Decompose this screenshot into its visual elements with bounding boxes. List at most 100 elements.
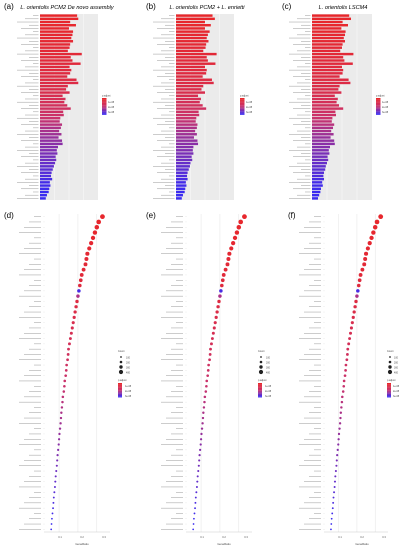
panel-a-bar-5 — [40, 27, 69, 30]
panel-f-dot-19 — [352, 310, 356, 314]
panel-d-dot-43 — [57, 438, 61, 441]
panel-f-dot-9 — [363, 257, 368, 262]
panel-f-dot-52 — [333, 485, 336, 488]
panel-f-color-legend-segment — [387, 385, 391, 387]
panel-e-dot-49 — [197, 470, 200, 473]
panel-c-bar-14 — [312, 56, 344, 59]
panel-b-bar-7 — [176, 33, 208, 37]
panel-d-dot-48 — [55, 464, 58, 467]
panel-b-bar-11 — [176, 46, 206, 49]
panel-e-dot-37 — [202, 406, 206, 409]
panel-f-dot-20 — [351, 315, 355, 319]
panel-a-title: L. orientolis PCM2 De novo assembly — [20, 5, 114, 11]
panel-d-dot-27 — [66, 353, 70, 356]
panel-b-bar-13 — [176, 52, 217, 56]
panel-f-dot-40 — [338, 422, 342, 425]
panel-f-dot-22 — [349, 326, 353, 330]
panel-a-legend-colorbar-segment — [102, 101, 107, 103]
panel-e-dot-59 — [192, 523, 195, 525]
panel-e-dot-8 — [227, 251, 232, 256]
panel-d-dot-55 — [52, 501, 55, 504]
panel-d-dot-53 — [53, 491, 56, 494]
panel-a-legend-colorbar-segment — [102, 113, 107, 115]
panel-b-title: L. orientolis PCM2 + L. enrietti — [169, 5, 245, 11]
panel-d-dot-45 — [57, 448, 60, 451]
panel-e-color-legend-segment — [258, 392, 262, 394]
panel-c-legend-colorbar-segment — [376, 105, 381, 107]
panel-c-bar-26 — [312, 94, 335, 97]
panel-a-bar-50 — [40, 171, 52, 174]
panel-e-dot-34 — [204, 390, 208, 393]
panel-d-size-legend-tick-4: 400 — [126, 372, 131, 375]
panel-a-legend-colorbar-segment — [102, 99, 107, 101]
panel-e-dot-42 — [200, 432, 203, 436]
panel-f-xtick-1: 0.1 — [338, 535, 342, 539]
panel-d-dot-17 — [75, 299, 79, 304]
panel-d-dot-51 — [54, 480, 57, 483]
panel-c-bar-48 — [312, 165, 326, 168]
panel-d-color-legend-segment — [118, 390, 122, 392]
panel-a-bar-41 — [40, 142, 63, 146]
panel-c-bar-30 — [312, 107, 344, 110]
panel-e-dot-56 — [194, 507, 196, 510]
panel-b-bar-5 — [176, 27, 205, 30]
panel-e-dot-28 — [208, 358, 211, 362]
panel-d-dot-3 — [94, 225, 100, 230]
panel-d-xtick-1: 0.1 — [58, 535, 62, 539]
panel-d-dot-44 — [57, 443, 60, 446]
panel-d-dot-60 — [50, 528, 53, 531]
panel-e-dot-6 — [231, 241, 236, 246]
panel-b-legend-title: p.adjust — [240, 95, 249, 98]
panel-a-legend-colorbar-segment — [102, 98, 107, 100]
panel-c-bar-33 — [312, 117, 333, 120]
panel-d-dot-20 — [72, 315, 76, 319]
panel-f-xtick-2: 0.2 — [360, 535, 364, 539]
panel-f-dot-6 — [367, 241, 372, 246]
panel-a-bar-23 — [40, 84, 68, 88]
panel-d-color-legend: p.adjust 1e-08 2e-08 3e-08 — [118, 379, 132, 398]
panel-e-dot-25 — [210, 342, 213, 346]
panel-a-bar-31 — [40, 110, 64, 114]
panel-e-dot-44 — [199, 443, 202, 446]
panel-c-bar-4 — [312, 24, 348, 27]
panel-f-dot-35 — [341, 395, 344, 399]
panel-b-legend-tick-3: 3e-08 — [246, 111, 253, 114]
panel-e-color-legend: p.adjust 1e-08 2e-08 3e-08 — [258, 379, 272, 398]
panel-f-dot-13 — [357, 278, 362, 283]
panel-f-size-legend-dot-4 — [387, 369, 393, 375]
panel-f-dot-47 — [335, 459, 338, 462]
panel-f-color-legend-segment — [387, 392, 391, 394]
panel-d-dot-40 — [59, 422, 62, 425]
panel-a-bars — [17, 14, 98, 200]
panel-c-bar-16 — [312, 62, 353, 65]
panel-c-legend-colorbar-segment — [376, 101, 381, 103]
panel-d-dot-52 — [53, 485, 56, 488]
panel-d-dot-39 — [59, 416, 63, 420]
panel-d-size-legend-title: Count — [118, 350, 125, 353]
panel-b-bar-43 — [176, 149, 193, 152]
panel-b-bar-22 — [176, 81, 214, 85]
panel-a-bar-29 — [40, 104, 68, 107]
panel-d-dot-14 — [78, 283, 82, 288]
panel-f-dot-17 — [354, 299, 358, 304]
panel-c-bar-19 — [312, 72, 343, 75]
panel-b-bar-53 — [176, 181, 186, 184]
panel-d-xtick-2: 0.2 — [80, 535, 84, 539]
panel-a-label: (a) — [4, 2, 14, 11]
panel-d-size-legend-dot-3 — [119, 365, 123, 369]
panel-e-dot-2 — [238, 219, 244, 225]
panel-d-dot-6 — [89, 241, 94, 246]
panel-a-bar-54 — [40, 184, 51, 187]
panel-e-size-legend-tick-4: 400 — [266, 372, 271, 375]
panel-e-color-legend-segment — [258, 390, 262, 392]
panel-f-dot-4 — [371, 230, 376, 235]
panel-b-legend-colorbar-segment — [240, 107, 245, 109]
panel-e-dot-52 — [195, 485, 198, 488]
panel-f-color-legend-tick-2: 2e-08 — [393, 390, 400, 393]
panel-f-dot-39 — [339, 416, 342, 420]
panel-d-dot-21 — [71, 321, 75, 325]
panel-e-color-legend-segment — [258, 389, 262, 391]
panel-f-dot-3 — [372, 225, 378, 230]
panel-a-bar-11 — [40, 46, 70, 49]
